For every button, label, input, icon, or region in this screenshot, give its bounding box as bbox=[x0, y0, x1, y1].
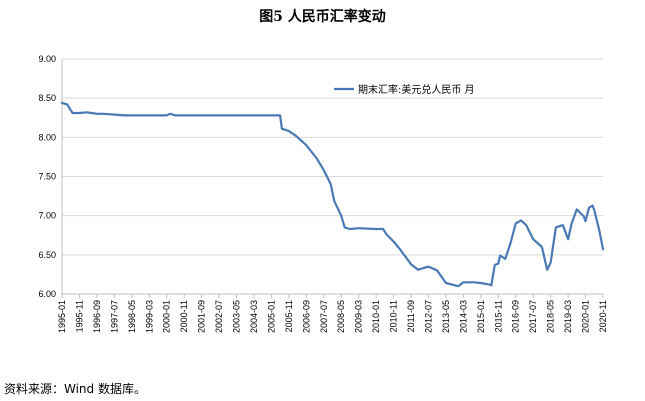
x-tick-label: 2000-01 bbox=[162, 300, 172, 333]
x-tick-label: 1995-01 bbox=[57, 300, 67, 333]
x-tick-label: 2001-09 bbox=[197, 300, 207, 333]
x-tick-label: 2006-09 bbox=[301, 300, 311, 333]
x-tick-label: 2000-11 bbox=[179, 300, 189, 332]
y-tick-label: 7.00 bbox=[38, 211, 56, 221]
x-tick-label: 2011-09 bbox=[406, 300, 416, 332]
x-tick-label: 2009-03 bbox=[354, 300, 364, 333]
y-axis: 6.00 6.50 7.00 7.50 8.00 8.50 9.00 bbox=[38, 54, 63, 299]
x-tick-label: 2010-11 bbox=[389, 300, 399, 332]
x-tick-label: 2016-09 bbox=[511, 300, 521, 333]
x-tick-label: 1998-05 bbox=[127, 300, 137, 333]
x-tick-label: 2005-01 bbox=[266, 300, 276, 333]
x-tick-label: 2019-03 bbox=[563, 300, 573, 333]
gridlines bbox=[62, 58, 603, 295]
legend-label: 期末汇率:美元兑人民币 月 bbox=[358, 83, 475, 96]
x-axis: 1995-01 1995-11 1996-09 1997-07 1998-05 1999-… bbox=[57, 293, 608, 333]
x-tick-label: 1999-03 bbox=[144, 300, 154, 333]
x-tick-label: 2008-05 bbox=[336, 300, 346, 333]
y-tick-label: 6.50 bbox=[38, 250, 56, 260]
x-tick-label: 1996-09 bbox=[92, 300, 102, 333]
x-tick-label: 2012-07 bbox=[423, 300, 433, 333]
chart-title: 图5 人民币汇率变动 bbox=[259, 9, 386, 25]
x-tick-label: 2020-11 bbox=[598, 300, 608, 332]
x-tick-label: 2007-07 bbox=[319, 300, 329, 333]
x-tick-label: 2010-01 bbox=[371, 300, 381, 333]
y-tick-label: 8.50 bbox=[38, 93, 56, 103]
x-tick-label: 2002-07 bbox=[214, 300, 224, 333]
x-tick-label: 2015-11 bbox=[493, 300, 503, 332]
y-tick-label: 6.00 bbox=[38, 289, 56, 299]
y-tick-label: 9.00 bbox=[38, 54, 56, 64]
x-tick-label: 1995-11 bbox=[74, 300, 84, 332]
legend: 期末汇率:美元兑人民币 月 bbox=[334, 83, 475, 96]
x-tick-label: 1997-07 bbox=[109, 300, 119, 333]
plot-area bbox=[60, 101, 605, 288]
y-tick-label: 8.00 bbox=[38, 132, 56, 142]
x-tick-label: 2005-11 bbox=[284, 300, 294, 332]
x-tick-label: 2004-03 bbox=[249, 300, 259, 333]
x-tick-label: 2017-07 bbox=[528, 300, 538, 333]
x-tick-label: 2020-01 bbox=[581, 300, 591, 333]
y-tick-label: 7.50 bbox=[38, 172, 56, 182]
source-note: 资料来源：Wind 数据库。 bbox=[4, 382, 146, 396]
x-tick-label: 2018-05 bbox=[546, 300, 556, 333]
x-tick-label: 2003-05 bbox=[232, 300, 242, 333]
series-line bbox=[60, 101, 605, 288]
x-tick-label: 2013-05 bbox=[441, 300, 451, 333]
x-tick-label: 2014-03 bbox=[458, 300, 468, 333]
x-tick-label: 2015-01 bbox=[476, 300, 486, 333]
